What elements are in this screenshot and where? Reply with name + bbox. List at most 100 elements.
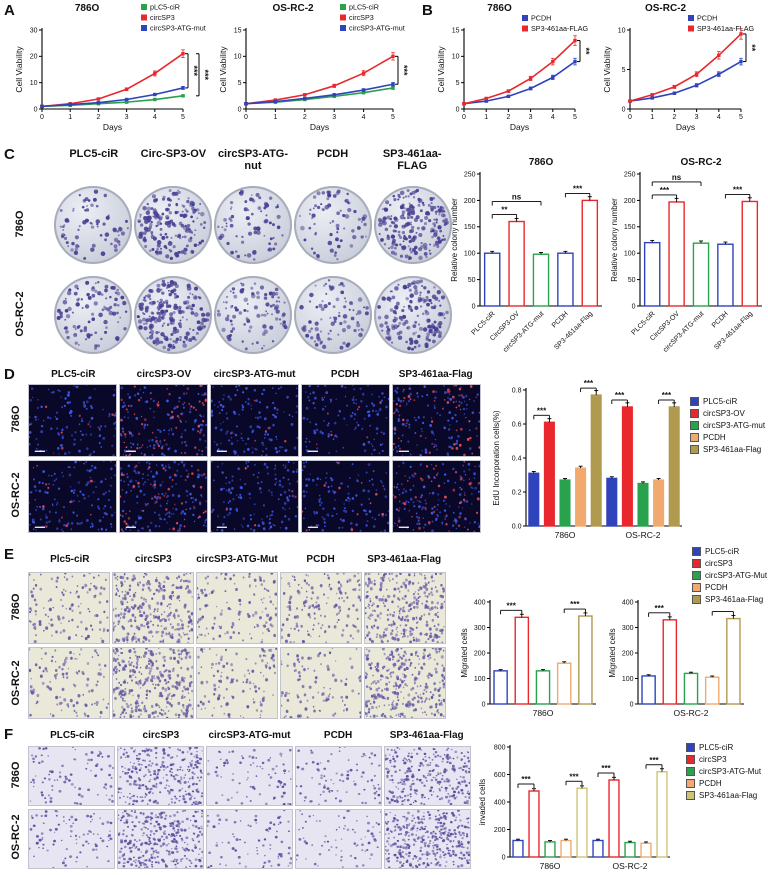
svg-text:***: *** xyxy=(399,65,409,76)
legend-swatch xyxy=(692,547,701,556)
migration-assay-grid xyxy=(28,572,446,719)
svg-text:Days: Days xyxy=(103,122,122,132)
svg-text:5: 5 xyxy=(622,67,626,74)
microscopy-image xyxy=(210,460,299,533)
legend-label: PLC5-ciR xyxy=(703,397,738,406)
colony-dish-image xyxy=(134,276,212,354)
svg-text:Days: Days xyxy=(310,122,329,132)
svg-text:4: 4 xyxy=(717,114,721,121)
svg-text:0.6: 0.6 xyxy=(512,421,522,428)
legend-label: circSP3 xyxy=(699,755,727,764)
row-label-786o: 786O xyxy=(10,405,22,433)
svg-text:1: 1 xyxy=(68,114,72,121)
svg-text:***: *** xyxy=(537,406,547,415)
dot-field xyxy=(296,747,381,805)
dot-field xyxy=(211,461,298,532)
legend-item: circSP3-ATG-Mut xyxy=(686,767,761,776)
colony-dish-image xyxy=(54,186,132,264)
svg-text:10: 10 xyxy=(234,54,242,61)
svg-text:OS-RC-2: OS-RC-2 xyxy=(645,3,687,14)
legend-swatch xyxy=(692,583,701,592)
legend-item: SP3-461aa-Flag xyxy=(686,791,761,800)
svg-text:0: 0 xyxy=(472,303,476,310)
column-header: SP3-461aa-Flag xyxy=(398,369,473,380)
bar-chart-edu: 0.0 0.2 0.4 0.6 0.8 EdU Incorporation cells(%… xyxy=(492,379,682,540)
svg-text:Relative colony number: Relative colony number xyxy=(450,198,459,282)
row-label-osrc2: OS-RC-2 xyxy=(10,814,22,860)
microscopy-image xyxy=(384,746,471,806)
svg-text:circSP3-ATG-mut: circSP3-ATG-mut xyxy=(349,24,405,33)
svg-text:10: 10 xyxy=(618,27,626,34)
svg-text:1: 1 xyxy=(273,114,277,121)
legend-label: PLC5-ciR xyxy=(705,547,740,556)
svg-text:786O: 786O xyxy=(555,530,576,540)
svg-text:1: 1 xyxy=(484,114,488,121)
legend-item: circSP3 xyxy=(692,559,767,568)
column-header: SP3-461aa-Flag xyxy=(389,730,464,741)
panel-label-e: E xyxy=(4,546,15,563)
svg-text:20: 20 xyxy=(30,54,38,61)
panel-label-d: D xyxy=(4,366,15,383)
svg-text:PCDH: PCDH xyxy=(711,310,730,329)
column-header: PLC5-ciR xyxy=(50,730,95,741)
svg-text:200: 200 xyxy=(464,198,476,205)
svg-text:circSP3-ATG-mut: circSP3-ATG-mut xyxy=(150,24,206,33)
legend-label: PLC5-ciR xyxy=(699,743,734,752)
legend-swatch xyxy=(690,445,699,454)
legend-label: SP3-461aa-Flag xyxy=(705,595,764,604)
column-header: circSP3 xyxy=(142,730,180,741)
dot-field xyxy=(365,573,445,643)
column-header: circSP3-ATG-mut xyxy=(208,730,291,741)
legend-item: PCDH xyxy=(690,433,765,442)
svg-text:786O: 786O xyxy=(529,157,554,168)
legend-swatch xyxy=(690,409,699,418)
svg-text:0.0: 0.0 xyxy=(512,523,522,530)
svg-text:5: 5 xyxy=(238,80,242,87)
svg-text:5: 5 xyxy=(739,114,743,121)
dot-field xyxy=(217,189,284,261)
line-chart-viability-786o: 0 10 20 30 0 1 2 3 4 5 Days Cell Viability 786O pLC5-… xyxy=(14,3,210,133)
column-header: Plc5-ciR xyxy=(50,554,90,565)
svg-text:***: *** xyxy=(660,186,670,195)
svg-text:SP3-461aa-FLAG: SP3-461aa-FLAG xyxy=(531,24,589,33)
microscopy-image xyxy=(196,572,278,644)
svg-text:4: 4 xyxy=(551,114,555,121)
colony-dish-image xyxy=(214,186,292,264)
column-header: PCDH xyxy=(306,554,335,565)
legend-label: circSP3-ATG-mut xyxy=(703,421,766,430)
microscopy-image xyxy=(280,572,362,644)
dot-field xyxy=(29,461,116,532)
microscopy-image xyxy=(28,384,117,457)
row-label-osrc2: OS-RC-2 xyxy=(14,291,26,337)
svg-text:250: 250 xyxy=(464,171,476,178)
legend-label: PCDH xyxy=(699,779,722,788)
dot-field xyxy=(118,810,203,868)
invasion-column-headers: PLC5-ciR circSP3 circSP3-ATG-mut PCDH SP3-46… xyxy=(28,730,471,741)
svg-text:PCDH: PCDH xyxy=(531,14,551,23)
legend-swatch xyxy=(686,755,695,764)
dot-field xyxy=(296,810,381,868)
dot-field xyxy=(211,385,298,456)
microscopy-image xyxy=(392,460,481,533)
legend-item: PLC5-ciR xyxy=(686,743,761,752)
svg-text:50: 50 xyxy=(468,277,476,284)
legend-item: PCDH xyxy=(692,583,767,592)
microscopy-image xyxy=(364,647,446,719)
svg-text:10: 10 xyxy=(30,80,38,87)
column-header: PCDH xyxy=(316,148,349,160)
colony-dish-image xyxy=(374,186,452,264)
microscopy-image xyxy=(196,647,278,719)
edu-column-headers: PLC5-ciR circSP3-OV circSP3-ATG-mut PCDH SP3… xyxy=(28,369,481,380)
svg-text:4: 4 xyxy=(362,114,366,121)
legend-swatch xyxy=(686,791,695,800)
column-header: PLC5-ciR xyxy=(51,369,96,380)
line-chart-sp3-786o: 0 5 10 15 0 1 2 3 4 5 Days Cell Viability 786O PCDHSP… xyxy=(436,3,591,132)
svg-text:2: 2 xyxy=(506,114,510,121)
svg-text:pLC5-ciR: pLC5-ciR xyxy=(150,3,180,12)
svg-text:**: ** xyxy=(747,44,757,52)
svg-text:15: 15 xyxy=(452,27,460,34)
row-label-osrc2: OS-RC-2 xyxy=(10,660,22,706)
svg-text:0: 0 xyxy=(462,114,466,121)
